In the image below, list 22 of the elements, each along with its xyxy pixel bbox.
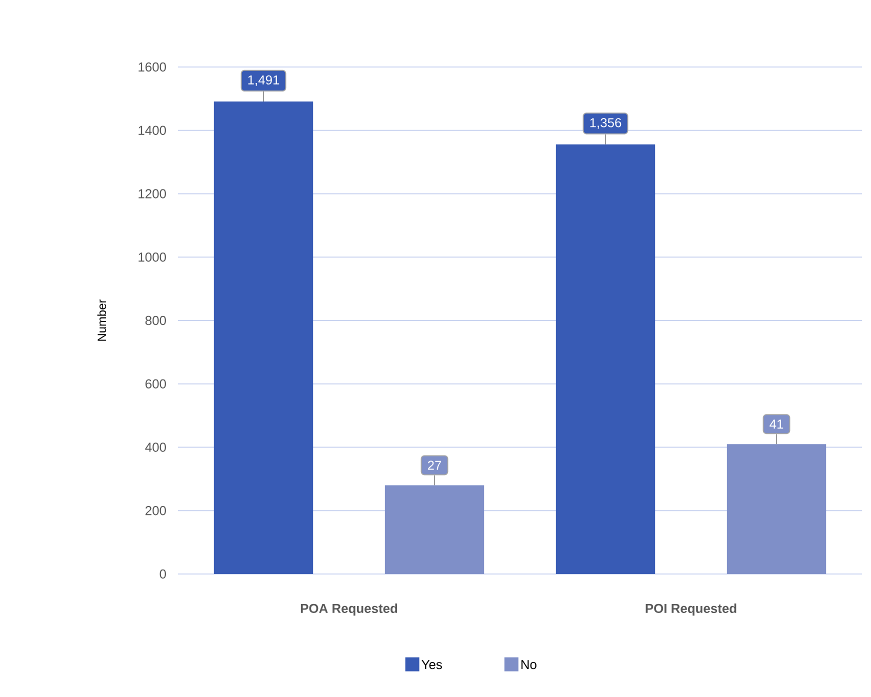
x-tick-label: POI Requested <box>646 604 736 616</box>
data-label: 1,356 <box>590 118 622 129</box>
y-tick-label: 1400 <box>138 126 166 135</box>
y-tick-label: 1000 <box>138 252 166 262</box>
y-axis-title: Number <box>97 299 106 341</box>
y-tick-label: 1600 <box>138 62 166 72</box>
y-tick-label: 0 <box>160 569 166 579</box>
y-tick-label: 1200 <box>138 189 166 198</box>
bar <box>556 144 656 574</box>
y-tick-label: 200 <box>146 506 166 516</box>
y-tick-label: 600 <box>146 379 166 388</box>
annotation: 27 <box>428 460 442 470</box>
x-tick-label: POA Requested <box>300 604 398 616</box>
data-label: 1,491 <box>248 75 280 86</box>
bar <box>214 102 314 574</box>
annotation: 41 <box>770 420 784 429</box>
bar <box>384 485 484 574</box>
bar <box>726 444 826 574</box>
y-tick-label: 800 <box>145 316 166 326</box>
legend-label: No <box>521 660 536 670</box>
y-tick-label: 400 <box>145 442 166 452</box>
legend-label: Yes <box>422 660 442 670</box>
